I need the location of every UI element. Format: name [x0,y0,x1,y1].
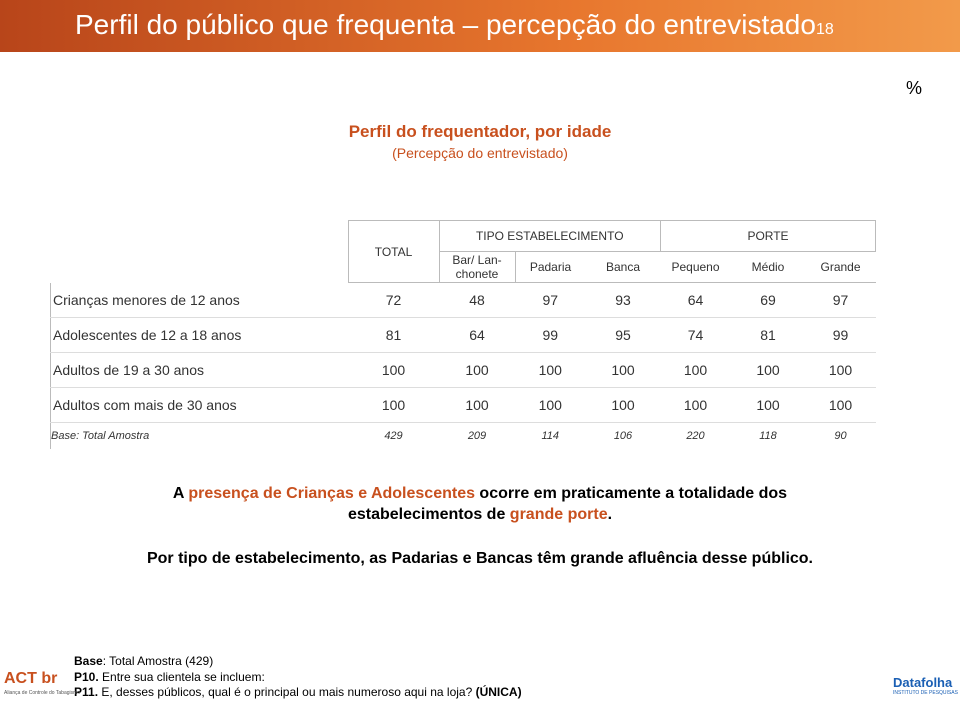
row-label: Adultos com mais de 30 anos [50,387,348,423]
blank [51,221,349,252]
cell: 99 [515,317,586,353]
text-segment: A [172,485,189,502]
cell: 100 [439,387,515,423]
data-row: Adultos de 19 a 30 anos 100 100 100 100 100 10… [50,352,876,388]
text-segment: grande porte [509,506,608,523]
base-row: Base: Total Amostra 429 209 114 106 220 118 90 [50,422,876,449]
row-label: Adultos de 19 a 30 anos [50,352,348,388]
paragraph: A presença de Crianças e Adolescentes oc… [130,483,830,525]
group-header: TIPO ESTABELECIMENTO [438,220,661,252]
cell: 118 [759,430,777,442]
cell: 100 [805,387,876,423]
cell: 72 [348,282,439,318]
cell: 74 [660,317,731,353]
cell: 48 [439,282,515,318]
note: P10. Entre sua clientela se incluem: [74,670,265,684]
cell: 429 [384,430,403,442]
note-segment: P11. [74,685,99,699]
row-label: Base: Total Amostra [50,422,348,449]
header-row: Bar/ Lan- chonete Padaria Banca Pequeno Médi… [51,251,876,283]
data-row: Adultos com mais de 30 anos 100 100 100 100 1… [50,387,876,423]
cell: 100 [730,387,806,423]
table: TOTAL TIPO ESTABELECIMENTO PORTE Bar/ Lan- … [50,220,876,449]
cell: 99 [805,317,876,353]
logo-caption: Aliança de Controle do Tabagismo [4,690,81,696]
page-number: 18 [815,21,834,38]
header-row: TOTAL TIPO ESTABELECIMENTO PORTE [51,220,876,283]
header-bar [0,0,960,52]
column-header: Médio [730,251,806,283]
note-segment: Base [74,654,103,668]
subtitle: Perfil do frequentador, por idade [348,122,612,141]
title: Perfil do público que frequenta – percep… [75,9,834,41]
note-segment: (ÚNICA) [475,685,522,699]
cell: 100 [585,387,661,423]
text-segment: . [607,506,613,523]
column-header: Bar/ Lan- chonete [438,251,516,283]
column-header: Padaria [515,251,586,283]
note: P11. E, desses públicos, qual é o princi… [74,685,522,699]
row-label: Crianças menores de 12 anos [50,282,348,318]
cell: 90 [834,430,847,442]
text-segment: ocorre em praticamente a totalidade dos … [347,485,788,523]
logo-caption: INSTITUTO DE PESQUISAS [893,690,958,696]
cell: 220 [686,430,705,442]
note-segment: Entre sua clientela se incluem: [98,669,265,684]
cell: 64 [660,282,731,318]
logo: Datafolha [893,675,953,690]
data-row: Crianças menores de 12 anos 72 48 97 93 64 69 9… [50,282,876,318]
cell: 97 [515,282,586,318]
cell: 93 [585,282,661,318]
cell: 100 [805,352,876,388]
logo: ACT br [4,670,58,687]
cell: 100 [348,352,439,388]
cell: 100 [348,387,439,423]
cell: 97 [805,282,876,318]
note-segment: E, desses públicos, qual é o principal o… [98,685,476,699]
text-segment: presença de Crianças e Adolescentes [188,485,475,502]
cell: 106 [613,430,633,442]
cell: 100 [660,387,731,423]
data-row: Adolescentes de 12 a 18 anos 81 64 99 95 74 81… [50,317,876,353]
cell: 100 [515,352,586,388]
group-header: PORTE [660,220,876,252]
subtitle: (Percepção do entrevistado) [392,145,568,161]
row-label: Adolescentes de 12 a 18 anos [50,317,348,353]
cell: 100 [515,387,586,423]
cell: 64 [439,317,515,353]
cell: 114 [541,430,560,442]
note-segment: : Total Amostra (429) [102,654,214,668]
blank [51,252,349,283]
title-text: Perfil do público que frequenta – percep… [75,9,816,40]
column-header: Grande [805,251,876,283]
cell: 95 [585,317,661,353]
column-header: Pequeno [660,251,731,283]
cell: 69 [730,282,806,318]
unit: % [906,78,923,98]
column-header: TOTAL [347,220,440,283]
paragraph: Por tipo de estabelecimento, as Padarias… [130,548,830,569]
cell: 100 [439,352,515,388]
note: Base: Total Amostra (429) [74,654,213,668]
note-segment: P10. [74,669,99,684]
cell: 209 [467,430,487,442]
cell: 100 [660,352,731,388]
cell: 81 [730,317,806,353]
column-header: Banca [585,251,661,283]
cell: 100 [730,352,806,388]
text-segment: Por tipo de estabelecimento, as Padarias… [146,550,813,567]
cell: 100 [585,352,661,388]
cell: 81 [348,317,439,353]
